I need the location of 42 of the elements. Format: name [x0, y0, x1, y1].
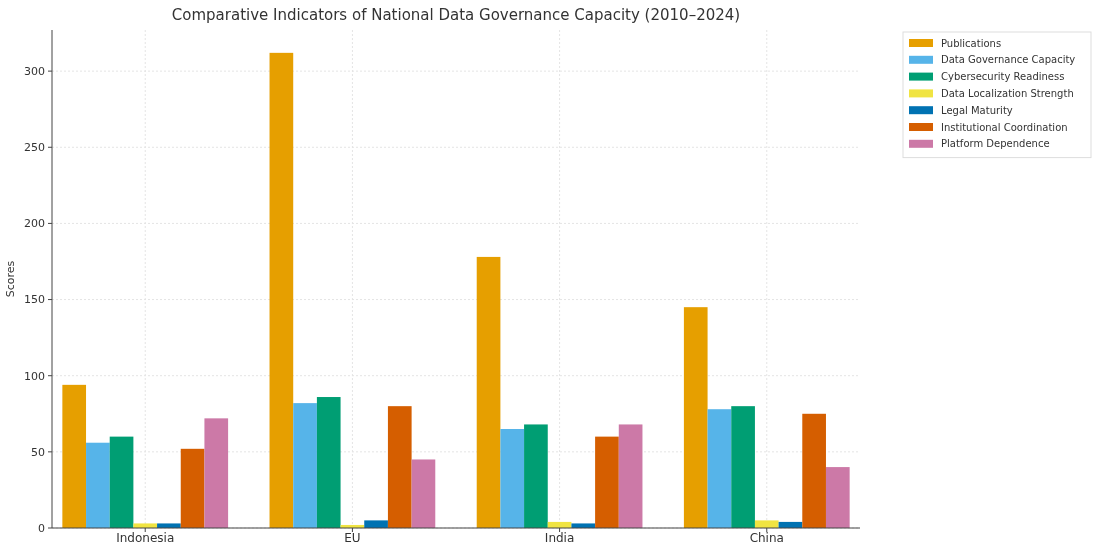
bar — [204, 418, 229, 528]
y-tick-label: 100 — [24, 369, 45, 383]
bar — [731, 406, 755, 528]
bar — [754, 520, 779, 528]
bar — [86, 442, 110, 528]
bar — [500, 429, 525, 528]
legend-label: Publications — [941, 37, 1002, 49]
bar — [411, 459, 436, 528]
bar — [683, 307, 708, 528]
bar — [269, 52, 294, 528]
legend-label: Cybersecurity Readiness — [941, 71, 1065, 83]
x-tick-label: India — [544, 531, 575, 545]
bar — [180, 448, 205, 528]
bar — [316, 397, 341, 528]
bar — [364, 520, 388, 528]
bar — [595, 436, 619, 528]
y-tick-label: 0 — [38, 521, 45, 535]
y-tick-label: 50 — [31, 445, 45, 459]
bar — [109, 436, 134, 528]
bar — [62, 384, 87, 528]
y-tick-label: 150 — [24, 293, 45, 307]
y-tick-label: 300 — [24, 64, 45, 78]
x-tick-label: EU — [344, 531, 361, 545]
chart-title: Comparative Indicators of National Data Governance Capacity (2010–2024) — [171, 6, 741, 24]
x-tick-label: Indonesia — [116, 531, 175, 545]
bar — [825, 467, 850, 528]
x-tick-label: China — [749, 531, 784, 545]
legend-label: Platform Dependence — [941, 138, 1050, 150]
bar — [802, 413, 826, 528]
legend-label: Legal Maturity — [941, 104, 1013, 116]
bar — [618, 424, 643, 528]
bar — [476, 256, 501, 528]
y-tick-label: 200 — [24, 217, 45, 231]
legend-label: Data Localization Strength — [941, 87, 1074, 99]
bar — [387, 406, 412, 528]
y-tick-label: 250 — [24, 141, 45, 155]
bar — [524, 424, 548, 528]
bar — [293, 403, 317, 528]
bar — [707, 409, 732, 528]
legend-label: Data Governance Capacity — [941, 54, 1076, 66]
y-axis-title: Scores — [4, 260, 17, 298]
legend-label: Institutional Coordination — [941, 121, 1068, 133]
